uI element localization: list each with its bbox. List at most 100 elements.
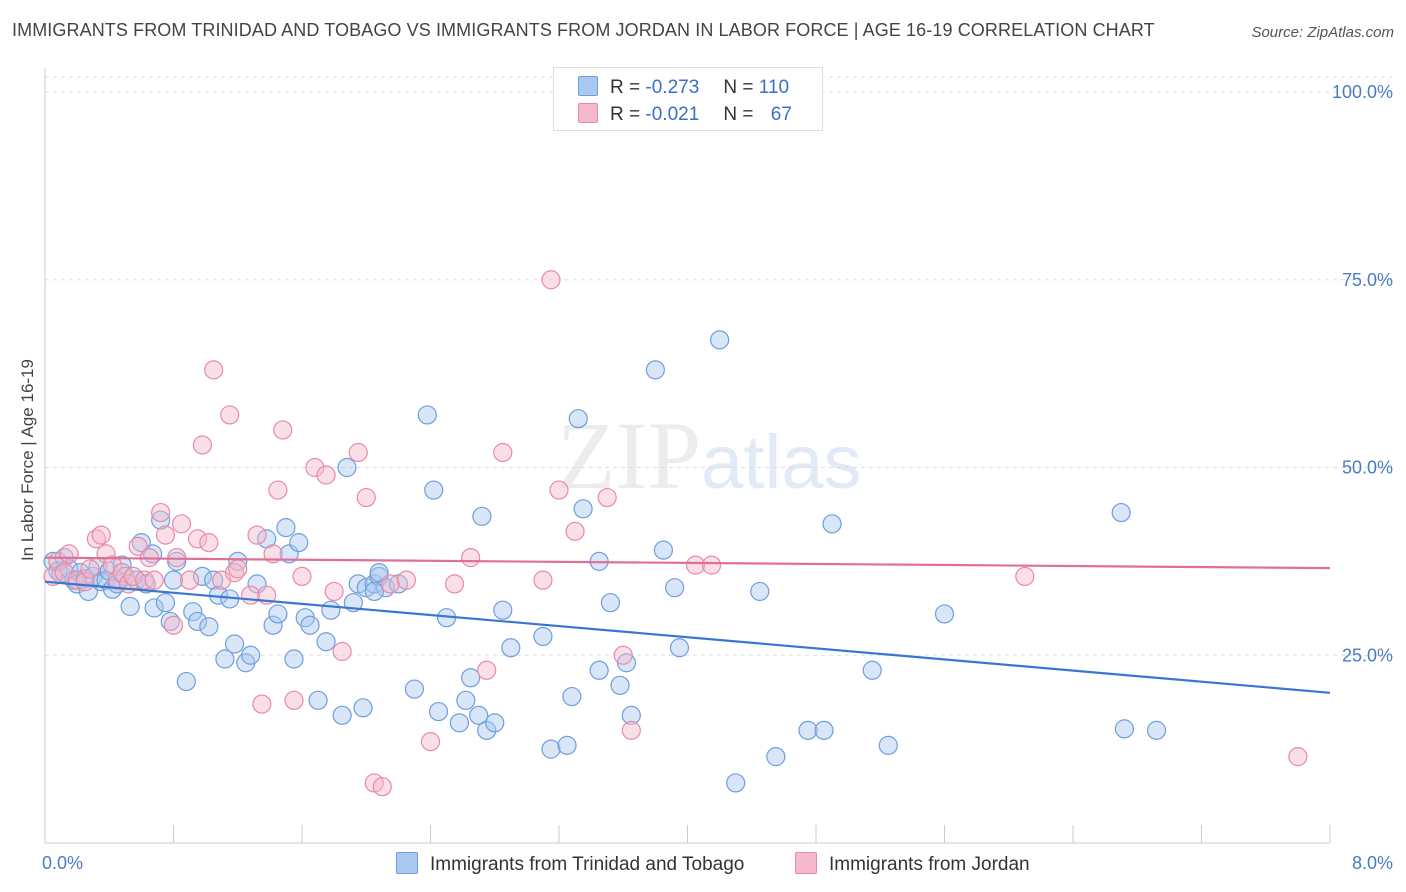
trinidad-point bbox=[766, 747, 786, 767]
jordan-point bbox=[613, 645, 633, 665]
trinidad-point bbox=[228, 551, 248, 571]
jordan-point bbox=[228, 559, 248, 579]
trinidad-point bbox=[337, 457, 357, 478]
trinidad-point bbox=[192, 566, 213, 587]
trinidad-point bbox=[268, 604, 288, 624]
jordan-point bbox=[477, 660, 497, 680]
jordan-point bbox=[332, 641, 352, 662]
trinidad-point bbox=[485, 713, 505, 733]
legend-n-label: N = bbox=[723, 104, 754, 125]
legend-r-value: -0.273 bbox=[645, 77, 700, 98]
trinidad-point bbox=[653, 540, 674, 560]
jordan-point bbox=[179, 570, 200, 590]
x-tick-label: 8.0% bbox=[1352, 853, 1393, 873]
trinidad-point bbox=[224, 634, 245, 654]
trinidad-point bbox=[276, 517, 296, 538]
trinidad-point bbox=[1146, 720, 1167, 740]
trinidad-point bbox=[726, 773, 746, 793]
trinidad-point bbox=[120, 596, 140, 617]
jordan-point bbox=[273, 420, 293, 440]
jordan-trend-line bbox=[44, 556, 1331, 570]
trinidad-point bbox=[199, 617, 219, 637]
y-tick-label: 50.0% bbox=[1342, 458, 1393, 478]
jordan-point bbox=[565, 521, 585, 541]
jordan-point bbox=[247, 525, 267, 545]
trinidad-point bbox=[541, 739, 561, 759]
legend-r-label: R = bbox=[610, 77, 641, 98]
legend-n-label: N = bbox=[723, 77, 754, 98]
jordan-point bbox=[324, 581, 344, 602]
jordan-point bbox=[241, 585, 261, 605]
jordan-point bbox=[224, 563, 245, 583]
jordan-point bbox=[356, 487, 376, 508]
trinidad-point bbox=[610, 675, 630, 695]
jordan-point bbox=[292, 566, 312, 587]
trinidad-point bbox=[573, 499, 593, 519]
trinidad-point bbox=[204, 570, 224, 590]
jordan-point bbox=[685, 555, 706, 575]
trinidad-point bbox=[461, 668, 481, 688]
watermark: ZIPatlas bbox=[557, 400, 862, 511]
trinidad-point bbox=[477, 720, 497, 740]
trinidad-point bbox=[300, 615, 320, 635]
jordan-point bbox=[204, 360, 224, 380]
jordan-point bbox=[91, 525, 111, 545]
trinidad-point bbox=[750, 581, 770, 602]
jordan-point bbox=[1015, 566, 1035, 587]
legend-n-value: 67 bbox=[770, 104, 792, 125]
jordan-point bbox=[80, 559, 100, 579]
legend-r-label: R = bbox=[610, 104, 641, 125]
trinidad-point bbox=[144, 598, 164, 618]
trinidad-point bbox=[163, 570, 184, 590]
jordan-point bbox=[151, 502, 171, 523]
y-tick-label: 100.0% bbox=[1332, 82, 1393, 102]
jordan-point bbox=[134, 570, 155, 590]
jordan-point bbox=[701, 555, 722, 575]
trinidad-point bbox=[424, 480, 444, 500]
trinidad-point bbox=[822, 514, 842, 534]
trinidad-point bbox=[645, 360, 665, 380]
trinidad-trend-line bbox=[44, 580, 1331, 694]
legend-swatch-pink bbox=[578, 103, 598, 123]
trinidad-point bbox=[710, 330, 730, 350]
trend-lines bbox=[44, 556, 1331, 694]
x-tick-label: 0.0% bbox=[42, 853, 83, 873]
jordan-point bbox=[199, 533, 219, 553]
trinidad-point bbox=[289, 533, 309, 553]
trinidad-point bbox=[469, 705, 489, 725]
trinidad-point bbox=[428, 701, 449, 722]
trinidad-point bbox=[183, 602, 203, 622]
trinidad-point bbox=[187, 611, 208, 632]
trinidad-point bbox=[404, 679, 425, 699]
trinidad-point bbox=[316, 632, 336, 652]
jordan-point bbox=[102, 555, 123, 575]
trinidad-point bbox=[589, 660, 609, 680]
jordan-point bbox=[192, 435, 213, 455]
trinidad-point bbox=[1114, 719, 1135, 739]
trinidad-point bbox=[456, 690, 476, 710]
tick-labels: 25.0% 50.0% 75.0% 100.0% 0.0% 8.0% In Labor Fo… bbox=[18, 82, 1393, 873]
watermark-zip: ZIP bbox=[557, 402, 701, 509]
jordan-point bbox=[144, 570, 164, 590]
jordan-point bbox=[444, 574, 465, 594]
trinidad-point bbox=[215, 649, 235, 669]
trinidad-point bbox=[332, 705, 352, 725]
trinidad-point bbox=[308, 690, 328, 710]
jordan-point bbox=[220, 405, 240, 425]
jordan-point bbox=[284, 690, 304, 710]
jordan-point bbox=[163, 615, 184, 635]
trinidad-point bbox=[557, 735, 577, 755]
jordan-point bbox=[461, 548, 481, 568]
trinidad-point bbox=[568, 409, 588, 429]
jordan-point bbox=[268, 480, 288, 500]
trinidad-point bbox=[1111, 502, 1131, 523]
legend-r-value: -0.021 bbox=[645, 104, 700, 125]
legend-swatch-blue bbox=[578, 76, 598, 96]
trinidad-point bbox=[417, 405, 437, 425]
axes bbox=[44, 68, 1331, 844]
trinidad-point bbox=[878, 735, 898, 755]
jordan-point bbox=[252, 694, 272, 714]
jordan-point bbox=[493, 442, 513, 463]
trinidad-point bbox=[449, 713, 470, 733]
series-trinidad-points bbox=[43, 330, 1167, 793]
